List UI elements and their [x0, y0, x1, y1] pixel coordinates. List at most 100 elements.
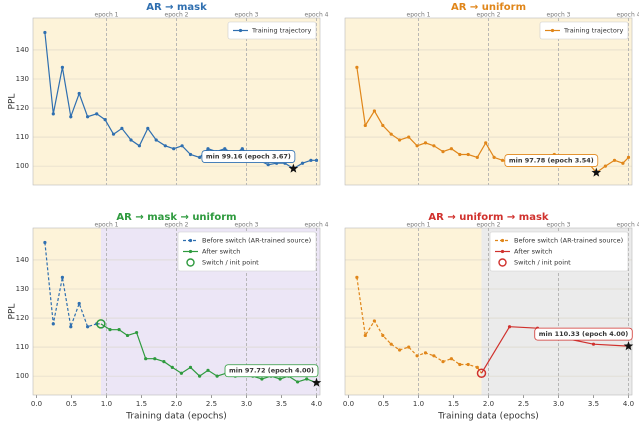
- chart-title: AR → uniform → mask: [428, 212, 548, 223]
- epoch-label: epoch 2: [165, 222, 189, 229]
- legend: Before switch (AR-trained source) After s…: [489, 231, 629, 272]
- data-point: [51, 322, 55, 326]
- min-star: [288, 163, 299, 173]
- data-point: [415, 144, 419, 148]
- data-point: [441, 360, 445, 364]
- legend-box: [177, 231, 317, 272]
- data-point: [153, 357, 157, 361]
- data-point: [108, 328, 112, 332]
- epoch-label: epoch 2: [165, 12, 189, 19]
- x-tick-label: 0.0: [31, 400, 42, 408]
- epoch-label: epoch 4: [617, 222, 639, 229]
- data-point: [603, 164, 608, 168]
- legend-label: Switch / init point: [514, 259, 571, 267]
- y-tick-label: 100: [16, 372, 29, 380]
- x-tick-label: 0.5: [66, 400, 77, 408]
- data-point: [162, 360, 166, 364]
- y-tick-label: 120: [16, 104, 29, 112]
- epoch-label: epoch 3: [235, 12, 259, 19]
- x-tick-label: 0.5: [378, 400, 389, 408]
- data-point: [179, 371, 183, 375]
- x-tick-label: 2.0: [171, 400, 182, 408]
- epoch-label: epoch 3: [547, 12, 571, 19]
- data-point: [206, 147, 210, 151]
- legend-label: After switch: [514, 248, 552, 256]
- annotation: min 97.72 (epoch 4.00): [229, 367, 314, 375]
- epoch-label: epoch 1: [407, 12, 431, 19]
- plot-frame: [32, 17, 321, 186]
- annotation-box: [504, 154, 599, 167]
- before-region: [345, 228, 482, 395]
- legend-marker: [188, 249, 193, 254]
- annotation: min 97.78 (epoch 3.54): [509, 157, 594, 165]
- epoch-label: epoch 3: [235, 222, 259, 229]
- y-tick-label: 130: [16, 75, 29, 83]
- data-point: [86, 325, 90, 329]
- data-point: [363, 123, 367, 128]
- min-star: [591, 167, 602, 177]
- y-tick-label: 130: [16, 285, 29, 293]
- data-point: [60, 275, 64, 279]
- legend-marker: [188, 238, 193, 243]
- y-tick-label: 120: [16, 314, 29, 322]
- x-tick-label: 3.5: [276, 400, 287, 408]
- epoch-label: epoch 1: [95, 222, 119, 229]
- data-point: [188, 152, 193, 157]
- chart-title: AR → mask → uniform: [116, 212, 236, 223]
- legend-marker: [550, 28, 555, 33]
- data-point: [372, 109, 376, 113]
- data-point: [172, 147, 176, 151]
- legend-label: Training trajectory: [251, 27, 311, 35]
- annotation: min 99.16 (epoch 3.67): [206, 153, 291, 161]
- min-star: [623, 341, 634, 351]
- legend: Training trajectory: [539, 21, 629, 40]
- legend-box: [227, 21, 317, 40]
- data-point: [240, 147, 244, 151]
- data-point: [381, 123, 385, 128]
- x-tick-label: 3.0: [553, 400, 564, 408]
- data-point: [423, 351, 428, 355]
- data-point: [381, 333, 385, 338]
- data-point: [86, 115, 90, 119]
- data-point: [309, 158, 313, 162]
- data-point: [449, 357, 453, 361]
- data-point: [305, 377, 309, 381]
- legend-box: [539, 21, 629, 40]
- annotation-box: [534, 327, 633, 341]
- data-point: [389, 342, 393, 346]
- epoch-label: epoch 2: [477, 222, 501, 229]
- data-point: [69, 115, 73, 119]
- data-point: [198, 155, 202, 160]
- x-tick-label: 0.0: [343, 400, 354, 408]
- legend-marker: [186, 258, 195, 267]
- data-point: [266, 163, 270, 167]
- data-point: [77, 91, 81, 96]
- x-tick-label: 1.0: [413, 400, 424, 408]
- epoch-label: epoch 2: [477, 12, 501, 19]
- data-point: [612, 158, 617, 162]
- switch-connector: [100, 323, 111, 331]
- legend-marker: [500, 238, 505, 243]
- data-point: [314, 158, 319, 162]
- annotation: min 110.33 (epoch 4.00): [539, 330, 629, 338]
- data-point: [355, 275, 359, 279]
- data-point: [466, 362, 470, 367]
- legend-marker: [498, 258, 507, 267]
- data-point: [278, 377, 282, 381]
- plot-frame: [32, 227, 321, 396]
- data-point: [296, 380, 300, 384]
- data-point: [188, 365, 193, 370]
- legend-box: [489, 231, 629, 272]
- epoch-label: epoch 4: [617, 12, 639, 19]
- data-point: [120, 126, 124, 130]
- data-point: [170, 365, 174, 370]
- x-tick-label: 3.5: [588, 400, 599, 408]
- data-point: [51, 112, 55, 116]
- epoch-label: epoch 4: [305, 222, 329, 229]
- x-tick-label: 4.0: [623, 400, 634, 408]
- data-point: [77, 301, 81, 306]
- y-tick-label: 100: [16, 162, 29, 170]
- data-point: [458, 362, 462, 367]
- data-point: [223, 147, 227, 151]
- data-point: [415, 354, 419, 358]
